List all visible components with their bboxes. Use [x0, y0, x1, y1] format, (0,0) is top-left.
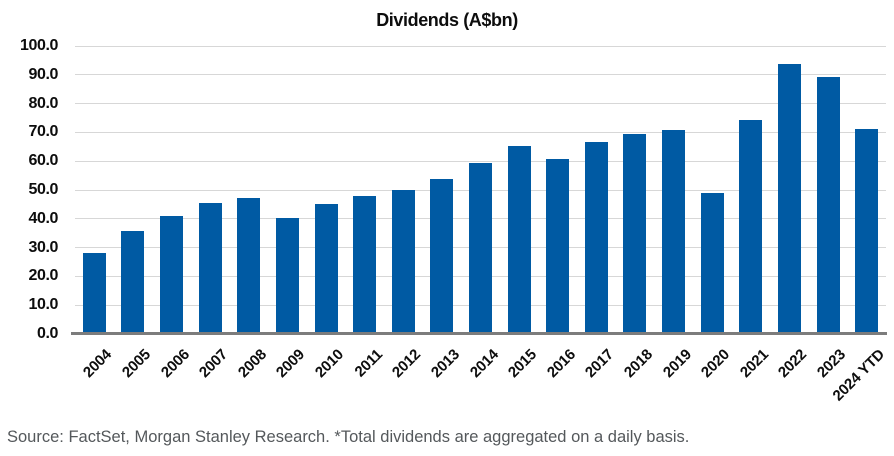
- bar-2007: [198, 203, 222, 334]
- bar-2006: [160, 215, 184, 334]
- y-tick-label: 40.0: [28, 209, 58, 227]
- bar-2018: [623, 133, 647, 334]
- plot-area: [71, 45, 887, 335]
- y-tick-label: 80.0: [28, 94, 58, 112]
- y-tick-label: 30.0: [28, 238, 58, 256]
- y-tick-label: 60.0: [28, 152, 58, 170]
- y-tick-label: 50.0: [28, 181, 58, 198]
- y-tick-label: 90.0: [28, 65, 58, 83]
- gridline: [75, 131, 886, 133]
- bar-2023: [816, 77, 840, 334]
- bar-2014: [469, 163, 492, 334]
- bar-2019: [662, 129, 686, 334]
- x-axis-baseline: [71, 332, 887, 335]
- bar-2004: [82, 252, 106, 334]
- bar-2022: [777, 64, 801, 334]
- chart-title: Dividends (A$bn): [376, 10, 518, 30]
- bar-2009: [275, 217, 299, 334]
- gridline: [75, 45, 886, 47]
- gridline: [75, 74, 886, 76]
- bar-2013: [430, 179, 454, 334]
- gridline: [75, 160, 886, 162]
- source-note: Source: FactSet, Morgan Stanley Research…: [7, 428, 690, 446]
- y-tick-label: 10.0: [28, 296, 58, 314]
- bar-2015: [507, 146, 531, 334]
- bar-2010: [314, 204, 338, 334]
- y-axis-labels: 0.0 10.0 20.0 30.0 40.0 50.0 60.0 70.0 80.0 90.0 1…: [0, 37, 58, 342]
- bar-2017: [584, 141, 608, 334]
- y-tick-label: 100.0: [19, 37, 58, 54]
- bar-2011: [353, 196, 377, 334]
- bar-2024-ytd: [855, 128, 879, 334]
- bar-2008: [237, 197, 261, 334]
- bar-2005: [121, 231, 145, 334]
- x-axis-labels: 2004 2005 2006 2007 2008 2009 2010 2011 2012 2013…: [75, 338, 887, 416]
- gridline: [75, 103, 886, 105]
- bar-2016: [546, 158, 570, 334]
- y-tick-label: 70.0: [28, 123, 58, 141]
- y-tick-label: 20.0: [28, 267, 58, 285]
- y-tick-label: 0.0: [36, 325, 58, 342]
- bar-2021: [739, 120, 763, 334]
- bar-2020: [700, 192, 724, 334]
- bar-2012: [391, 190, 415, 334]
